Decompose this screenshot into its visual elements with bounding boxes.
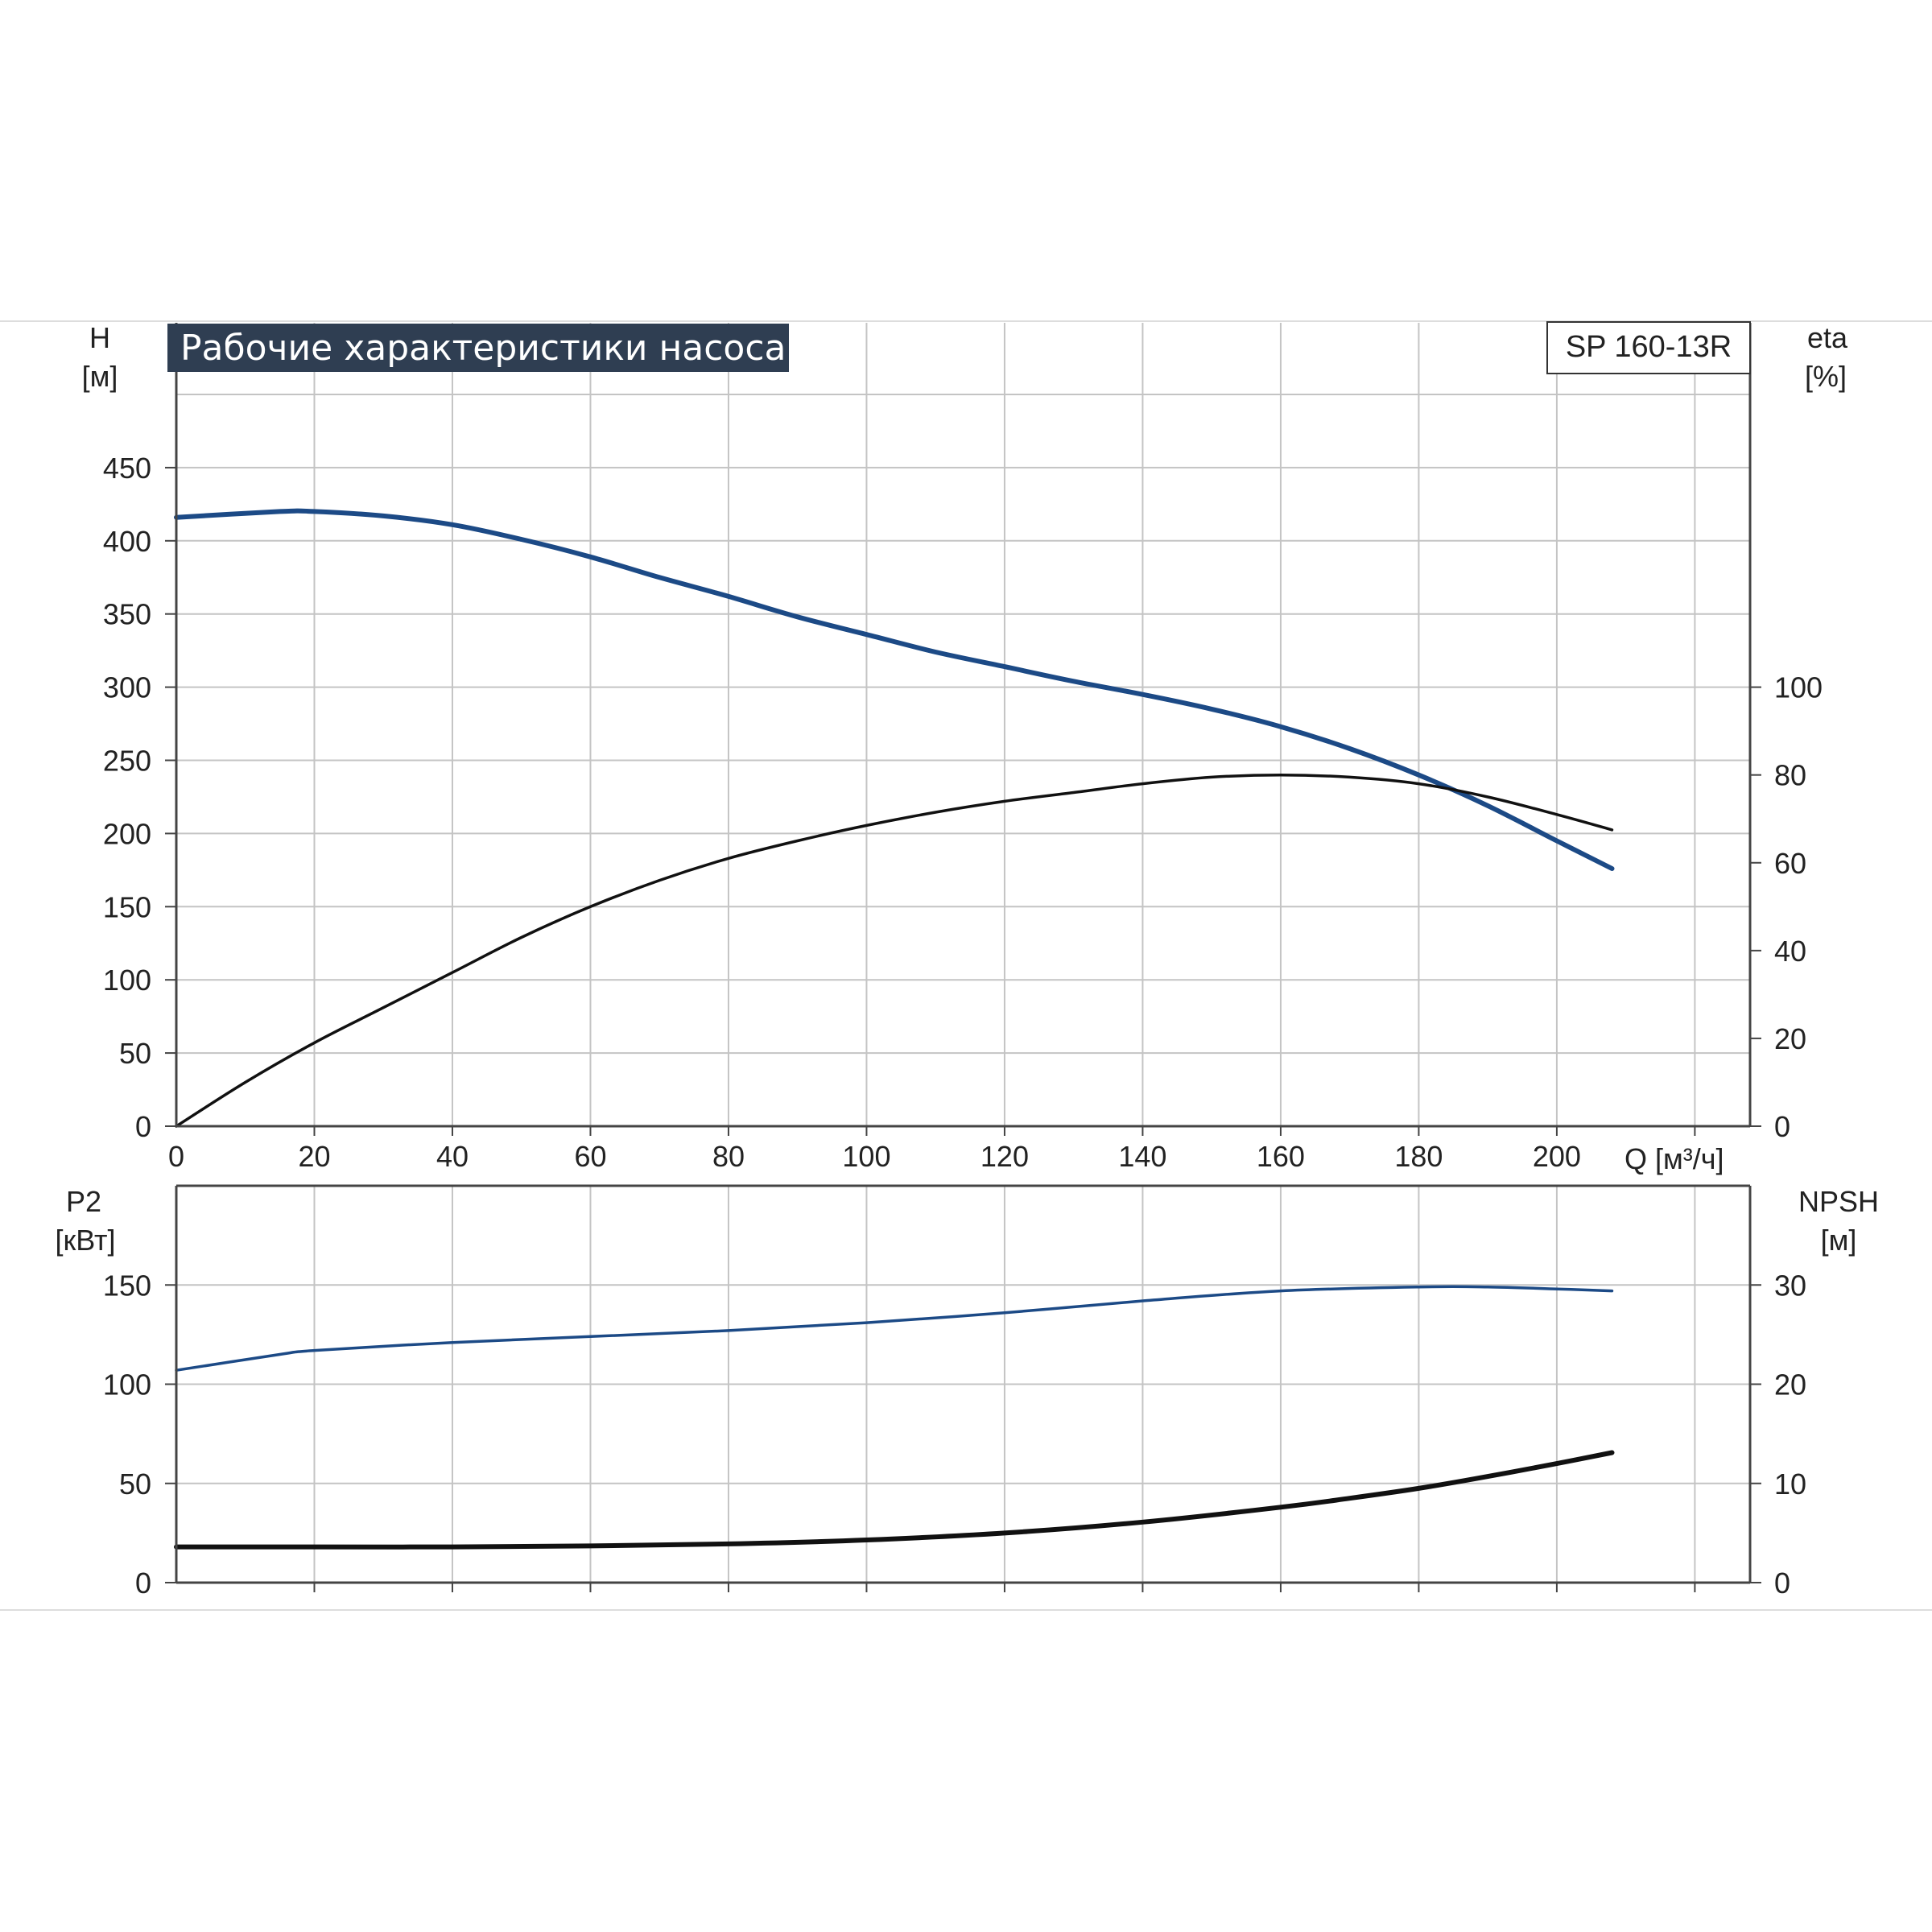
x-tick-label: 200 [1533, 1140, 1581, 1173]
x-axis-label: Q [м³/ч] [1624, 1142, 1724, 1175]
top-right-axis-label-line2: [%] [1805, 360, 1847, 393]
chart-title: Рабочие характеристики насоса [180, 328, 786, 369]
curve-top-left-blue [174, 508, 1615, 871]
plot-frames [165, 323, 1761, 1592]
x-tick-label: 160 [1257, 1140, 1305, 1173]
left-tick-label: 50 [119, 1468, 151, 1501]
x-tick-label: 180 [1394, 1140, 1443, 1173]
top-right-axis-label-line1: eta [1807, 321, 1848, 354]
model-label-box [1546, 321, 1751, 374]
right-tick-label: 20 [1774, 1022, 1806, 1055]
curves-layer [174, 508, 1615, 1550]
bottom-plot-grid [176, 1186, 1750, 1583]
bottom-left-axis-label-line1: P2 [66, 1185, 101, 1218]
right-tick-label: 30 [1774, 1269, 1806, 1302]
right-tick-label: 10 [1774, 1468, 1806, 1501]
left-tick-label: 450 [103, 452, 151, 485]
x-tick-label: 120 [980, 1140, 1029, 1173]
x-tick-label: 0 [168, 1140, 184, 1173]
bottom-right-axis-label-line1: NPSH [1798, 1185, 1879, 1218]
curve-top-right-black [175, 773, 1614, 1128]
right-tick-label: 100 [1774, 671, 1823, 704]
top-left-axis-label-line2: [м] [82, 360, 118, 393]
curve-bottom-left-blue [175, 1285, 1614, 1372]
right-tick-label: 60 [1774, 847, 1806, 880]
right-tick-label: 20 [1774, 1368, 1806, 1402]
left-tick-label: 0 [135, 1567, 151, 1600]
top-left-axis-label-line1: H [89, 321, 110, 354]
left-tick-label: 150 [103, 1269, 151, 1302]
left-tick-label: 150 [103, 890, 151, 923]
bottom-left-axis-label-line2: [кВт] [55, 1224, 115, 1257]
x-tick-label: 60 [574, 1140, 606, 1173]
left-tick-label: 0 [135, 1110, 151, 1143]
x-tick-label: 80 [712, 1140, 745, 1173]
left-tick-label: 50 [119, 1037, 151, 1070]
left-tick-label: 300 [103, 671, 151, 704]
right-tick-label: 40 [1774, 935, 1806, 968]
left-tick-label: 400 [103, 525, 151, 558]
x-tick-label: 140 [1118, 1140, 1166, 1173]
right-tick-label: 0 [1774, 1110, 1790, 1143]
curve-bottom-right-black [174, 1450, 1615, 1550]
left-tick-label: 200 [103, 817, 151, 850]
left-tick-label: 350 [103, 598, 151, 631]
left-tick-label: 250 [103, 745, 151, 778]
top-plot-grid [176, 323, 1750, 1126]
x-tick-label: 20 [298, 1140, 330, 1173]
right-tick-label: 0 [1774, 1567, 1790, 1600]
right-tick-label: 80 [1774, 759, 1806, 792]
tick-labels: 0501001502002503003504004500204060801000… [103, 452, 1823, 1600]
chart-title-box [167, 324, 789, 372]
model-label: SP 160-13R [1566, 330, 1732, 364]
left-tick-label: 100 [103, 964, 151, 997]
left-tick-label: 100 [103, 1368, 151, 1402]
bottom-right-axis-label-line2: [м] [1821, 1224, 1857, 1257]
x-tick-label: 100 [842, 1140, 890, 1173]
x-tick-label: 40 [436, 1140, 469, 1173]
